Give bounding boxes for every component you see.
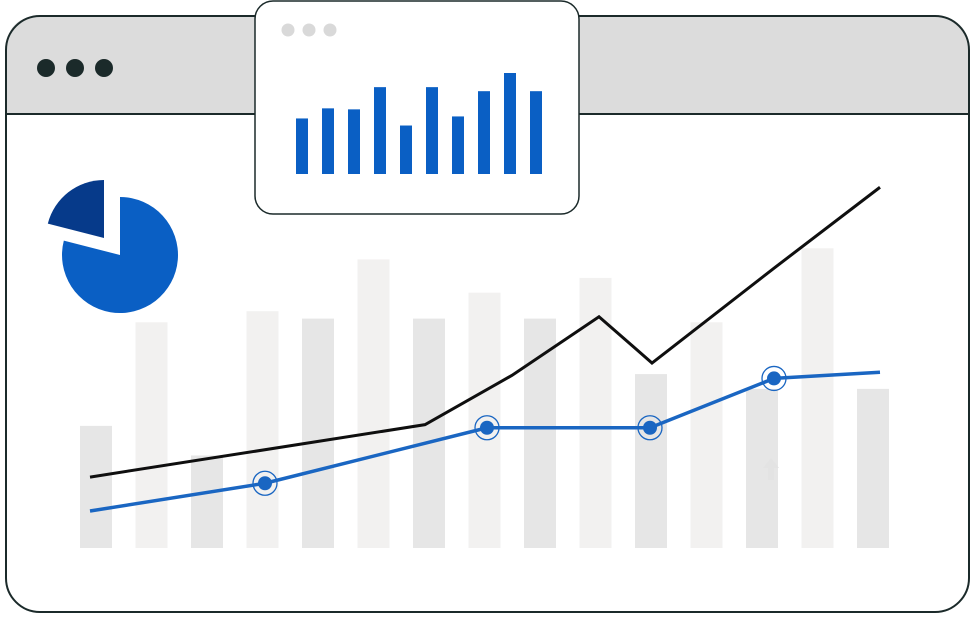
mini-bar bbox=[322, 108, 334, 174]
background-bar bbox=[135, 322, 168, 548]
arrow-up-shape bbox=[763, 458, 779, 480]
background-bar bbox=[635, 374, 667, 548]
series-line-secondary bbox=[89, 370, 881, 513]
background-bar bbox=[801, 248, 834, 549]
popup-three-dots-icon bbox=[281, 23, 337, 37]
mini-bar bbox=[426, 87, 438, 174]
window-dot-3 bbox=[95, 59, 113, 77]
pie-slice-main bbox=[62, 197, 179, 313]
marker-point bbox=[258, 476, 272, 491]
popup-card-frame bbox=[254, 0, 580, 215]
background-bar bbox=[413, 318, 445, 548]
mini-bar bbox=[504, 73, 516, 174]
marker-ring bbox=[474, 415, 500, 441]
background-bar bbox=[857, 388, 889, 548]
window-dot-2 bbox=[66, 59, 84, 77]
marker-ring bbox=[637, 415, 663, 441]
background-bar bbox=[524, 318, 556, 548]
pie-chart bbox=[47, 180, 179, 313]
background-bar bbox=[191, 455, 223, 548]
mini-bar bbox=[400, 125, 412, 174]
marker-point bbox=[643, 420, 657, 435]
marker-point bbox=[480, 420, 494, 435]
three-dots-icon bbox=[37, 59, 113, 77]
popup-dot-2 bbox=[302, 23, 316, 37]
mini-bar bbox=[478, 91, 490, 174]
mini-bar bbox=[374, 87, 386, 174]
background-bar bbox=[80, 425, 112, 548]
marker-ring bbox=[252, 470, 278, 496]
background-bar bbox=[690, 322, 723, 548]
mini-bar bbox=[452, 116, 464, 174]
series-line-primary bbox=[89, 186, 881, 479]
popup-card bbox=[254, 0, 580, 215]
mini-bar bbox=[296, 118, 308, 174]
popup-dot-1 bbox=[281, 23, 295, 37]
line-chart bbox=[89, 186, 881, 513]
background-bar bbox=[357, 259, 390, 548]
background-bar bbox=[468, 292, 501, 548]
background-bar bbox=[302, 318, 334, 548]
marker-point bbox=[767, 371, 781, 386]
pie-slice-exploded bbox=[47, 180, 104, 238]
background-bar-chart bbox=[80, 248, 889, 549]
mini-bar bbox=[530, 91, 542, 174]
mini-bar-chart bbox=[296, 73, 542, 174]
window-dot-1 bbox=[37, 59, 55, 77]
background-bar bbox=[246, 311, 279, 548]
popup-dot-3 bbox=[323, 23, 337, 37]
marker-ring bbox=[761, 365, 787, 392]
arrow-up-icon bbox=[763, 458, 779, 480]
mini-bar bbox=[348, 109, 360, 174]
